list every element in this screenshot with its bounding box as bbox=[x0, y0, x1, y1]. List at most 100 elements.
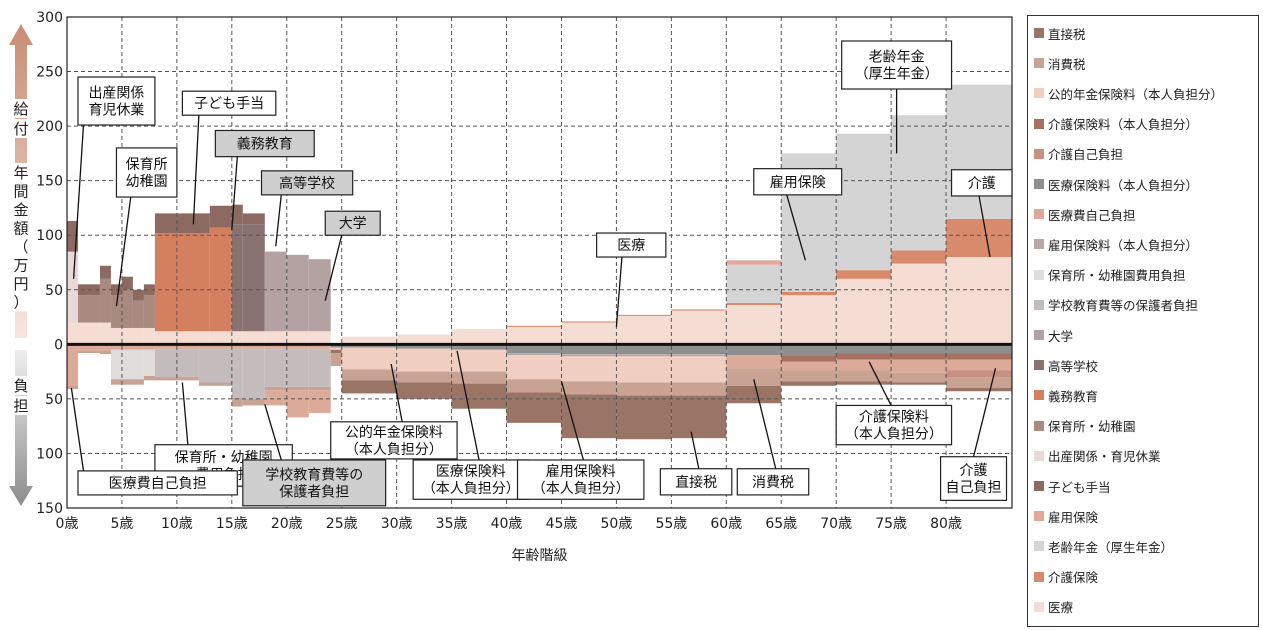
benefit-band-6-1 bbox=[143, 295, 155, 328]
benefit-band-3-1 bbox=[110, 295, 122, 328]
callout-pointer-4 bbox=[275, 194, 282, 247]
burden-band-19-1 bbox=[671, 354, 727, 357]
side-label-benefit-1: 付 bbox=[13, 120, 28, 138]
burden-band-15-0 bbox=[451, 344, 507, 350]
burden-band-18-4 bbox=[616, 395, 672, 440]
burden-band-23-3 bbox=[891, 372, 947, 383]
burden-band-22-2 bbox=[836, 359, 892, 371]
x-tick-label-2: 10歳 bbox=[161, 516, 193, 532]
benefit-band-8-0 bbox=[209, 331, 232, 345]
callout-pointer-6 bbox=[615, 256, 623, 327]
burden-band-2-0 bbox=[99, 344, 111, 351]
callout-pointer-7 bbox=[786, 194, 807, 261]
callout-label-19-1: 自己負担 bbox=[946, 480, 1002, 496]
legend-item: 公的年金保険料（本人負担分） bbox=[1034, 83, 1223, 103]
burden-band-0-0 bbox=[67, 344, 78, 386]
x-tick-label-16: 80歳 bbox=[930, 516, 962, 532]
benefit-band-4-0 bbox=[121, 327, 133, 345]
burden-band-3-1 bbox=[110, 349, 144, 380]
legend-swatch bbox=[1034, 148, 1044, 159]
burden-band-10-1 bbox=[286, 348, 309, 387]
benefit-band-2-1 bbox=[99, 278, 111, 323]
benefit-band-8-2 bbox=[209, 205, 232, 228]
benefit-band-2-2 bbox=[99, 265, 111, 279]
callout-label-12-0: 学校教育費等の bbox=[265, 466, 363, 483]
benefit-band-21-2 bbox=[726, 264, 782, 303]
y-tick-label-6: 0 bbox=[54, 337, 63, 353]
callout-label-3-0: 義務教育 bbox=[237, 136, 293, 153]
burden-band-24-3 bbox=[946, 370, 1012, 378]
legend-item: 医療保険料（本人負担分） bbox=[1034, 174, 1198, 194]
benefit-band-13-1 bbox=[308, 259, 331, 332]
benefit-band-19-1 bbox=[616, 314, 672, 316]
benefit-band-4-1 bbox=[121, 289, 133, 328]
callout-box-7 bbox=[753, 168, 843, 196]
burden-band-19-4 bbox=[671, 395, 727, 439]
callout-box-15 bbox=[516, 459, 645, 500]
burden-band-11-0 bbox=[308, 344, 331, 349]
benefit-band-0-1 bbox=[67, 251, 78, 323]
side-label-annual-6: 円 bbox=[13, 275, 28, 293]
burden-band-3-2 bbox=[110, 379, 144, 385]
callout-pointer-12 bbox=[264, 404, 282, 461]
callout-label-12-1: 保護者負担 bbox=[279, 484, 349, 500]
legend-item: 介護自己負担 bbox=[1034, 144, 1123, 164]
callout-box-11 bbox=[77, 470, 238, 496]
benefit-band-23-2 bbox=[836, 133, 892, 271]
burden-band-12-2 bbox=[330, 349, 342, 354]
callout-box-8 bbox=[841, 40, 953, 90]
callout-pointer-16 bbox=[690, 431, 700, 469]
legend-label: 高等学校 bbox=[1048, 358, 1099, 374]
burden-band-18-0 bbox=[616, 344, 672, 355]
legend-item: 雇用保険 bbox=[1034, 506, 1098, 526]
x-tick-label-12: 60歳 bbox=[710, 516, 742, 532]
burden-band-8-0 bbox=[242, 344, 265, 349]
legend-swatch bbox=[1034, 299, 1044, 310]
side-label-annual-5: 万 bbox=[13, 257, 28, 275]
burden-band-16-2 bbox=[506, 355, 562, 380]
callout-box-2 bbox=[115, 147, 178, 198]
legend-label: 子ども手当 bbox=[1048, 479, 1111, 495]
callout-pointer-2 bbox=[115, 196, 132, 307]
burden-band-4-2 bbox=[143, 375, 155, 381]
benefit-band-18-0 bbox=[561, 322, 617, 345]
callout-label-7-0: 雇用保険 bbox=[770, 174, 826, 191]
x-tick-label-8: 40歳 bbox=[491, 516, 523, 532]
burden-band-24-2 bbox=[946, 359, 1012, 371]
callout-label-14-0: 医療保険料 bbox=[436, 463, 506, 480]
benefit-band-21-3 bbox=[726, 260, 782, 265]
y-tick-label-7: 50 bbox=[45, 392, 63, 408]
benefit-band-24-0 bbox=[891, 263, 947, 345]
benefit-band-14-0 bbox=[341, 336, 397, 345]
legend-label: 医療費自己負担 bbox=[1048, 207, 1136, 223]
callout-label-5-0: 大学 bbox=[339, 216, 367, 232]
burden-band-13-0 bbox=[341, 344, 397, 348]
legend-item: 介護保険料（本人負担分） bbox=[1034, 114, 1198, 134]
side-label-annual-7: ） bbox=[13, 294, 28, 312]
burden-band-19-3 bbox=[671, 382, 727, 396]
burden-band-16-1 bbox=[506, 353, 562, 356]
burden-band-15-3 bbox=[451, 383, 507, 409]
legend-item: 消費税 bbox=[1034, 53, 1086, 73]
benefit-band-1-0 bbox=[77, 322, 100, 345]
legend-swatch bbox=[1034, 601, 1044, 612]
burden-band-17-0 bbox=[561, 344, 617, 355]
side-label-annual-6-bg bbox=[12, 274, 30, 293]
callout-box-13 bbox=[330, 421, 458, 460]
callout-pointer-15 bbox=[560, 381, 585, 461]
x-tick-label-7: 35歳 bbox=[436, 516, 468, 532]
benefit-band-17-0 bbox=[506, 326, 562, 345]
side-label-annual-1: 間 bbox=[13, 183, 28, 201]
callout-label-2-1: 幼稚園 bbox=[126, 174, 168, 190]
benefit-band-3-0 bbox=[110, 327, 122, 345]
burden-band-16-0 bbox=[506, 344, 562, 354]
burden-band-11-3 bbox=[308, 390, 331, 414]
burden-band-12-1 bbox=[330, 347, 342, 350]
callout-box-19 bbox=[939, 456, 1008, 501]
legend-swatch bbox=[1034, 118, 1044, 129]
legend-label: 医療 bbox=[1048, 600, 1074, 616]
callout-pointer-9 bbox=[978, 195, 991, 258]
benefit-band-22-0 bbox=[781, 295, 837, 345]
legend-label: 雇用保険料（本人負担分） bbox=[1048, 237, 1199, 253]
legend-label: 老齢年金（厚生年金） bbox=[1048, 539, 1174, 555]
